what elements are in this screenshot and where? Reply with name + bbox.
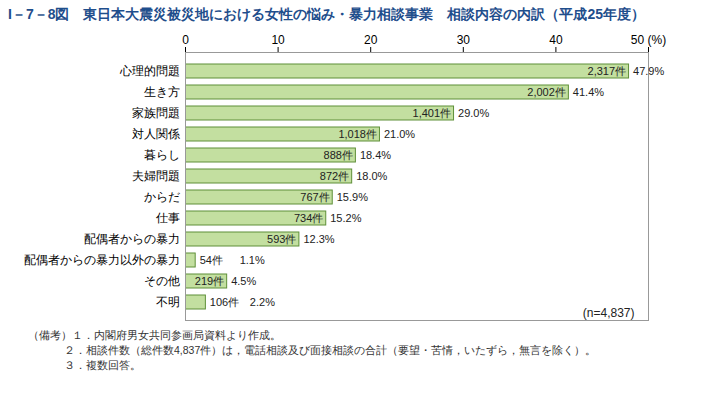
svg-text:1.1%: 1.1%: [240, 254, 265, 266]
svg-text:219件: 219件: [195, 275, 224, 287]
svg-text:734件: 734件: [294, 212, 323, 224]
svg-text:888件: 888件: [324, 149, 353, 161]
svg-text:対人関係: 対人関係: [132, 127, 180, 141]
svg-text:不明: 不明: [156, 295, 180, 309]
svg-text:18.4%: 18.4%: [360, 149, 391, 161]
svg-text:30: 30: [457, 33, 471, 47]
svg-text:15.9%: 15.9%: [337, 191, 368, 203]
svg-text:50 (%): 50 (%): [631, 33, 666, 47]
svg-text:2.2%: 2.2%: [250, 296, 275, 308]
svg-text:21.0%: 21.0%: [384, 128, 415, 140]
svg-text:872件: 872件: [320, 170, 349, 182]
svg-text:54件: 54件: [200, 254, 223, 266]
svg-text:2,317件: 2,317件: [588, 65, 627, 77]
svg-text:593件: 593件: [267, 233, 296, 245]
svg-text:18.0%: 18.0%: [356, 170, 387, 182]
svg-text:2,002件: 2,002件: [527, 86, 566, 98]
svg-text:0: 0: [182, 33, 189, 47]
svg-text:生き方: 生き方: [144, 85, 180, 99]
svg-text:家族問題: 家族問題: [132, 106, 180, 120]
html-text:２．相談件数（総件数4,837件）は，電話相談及び面接相談の: ２．相談件数（総件数4,837件）は，電話相談及び面接相談の合計（要望・苦情，い…: [64, 344, 597, 356]
svg-text:心理的問題: 心理的問題: [119, 64, 180, 78]
svg-text:41.4%: 41.4%: [573, 86, 604, 98]
html-text:（備考）１．内閣府男女共同参画局資料より作成。: （備考）１．内閣府男女共同参画局資料より作成。: [28, 329, 281, 341]
svg-text:12.3%: 12.3%: [303, 233, 334, 245]
svg-text:767件: 767件: [300, 191, 329, 203]
svg-text:10: 10: [271, 33, 285, 47]
svg-text:40: 40: [549, 33, 563, 47]
svg-text:夫婦問題: 夫婦問題: [132, 169, 180, 183]
svg-text:106件: 106件: [210, 296, 239, 308]
svg-text:仕事: 仕事: [155, 211, 180, 225]
svg-text:20: 20: [364, 33, 378, 47]
svg-text:4.5%: 4.5%: [231, 275, 256, 287]
svg-text:暮らし: 暮らし: [144, 148, 180, 162]
svg-text:1,018件: 1,018件: [338, 128, 377, 140]
svg-text:29.0%: 29.0%: [458, 107, 489, 119]
svg-text:1,401件: 1,401件: [413, 107, 452, 119]
svg-text:その他: その他: [144, 274, 180, 288]
svg-text:配偶者からの暴力以外の暴力: 配偶者からの暴力以外の暴力: [24, 253, 180, 267]
svg-text:(n=4,837): (n=4,837): [583, 306, 635, 320]
html-text:３．複数回答。: ３．複数回答。: [64, 359, 141, 371]
svg-text:15.2%: 15.2%: [330, 212, 361, 224]
svg-text:47.9%: 47.9%: [633, 65, 664, 77]
html-text:I－7－8図 東日本大震災被災地における女性の悩み・暴力相談: I－7－8図 東日本大震災被災地における女性の悩み・暴力相談事業 相談内容の内訳…: [8, 6, 645, 22]
svg-text:配偶者からの暴力: 配偶者からの暴力: [84, 232, 180, 246]
svg-text:からだ: からだ: [144, 190, 180, 204]
